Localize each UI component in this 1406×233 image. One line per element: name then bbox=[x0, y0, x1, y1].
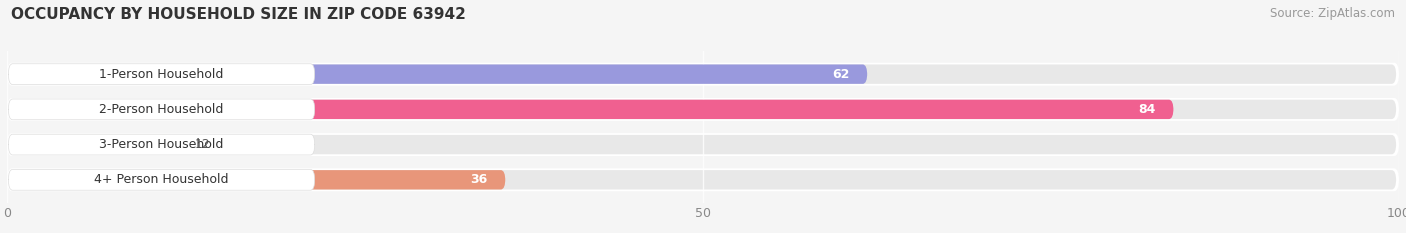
FancyBboxPatch shape bbox=[8, 99, 315, 120]
FancyBboxPatch shape bbox=[10, 170, 1396, 189]
Text: 3-Person Household: 3-Person Household bbox=[100, 138, 224, 151]
FancyBboxPatch shape bbox=[7, 168, 1399, 191]
FancyBboxPatch shape bbox=[10, 135, 1396, 154]
FancyBboxPatch shape bbox=[10, 100, 1174, 119]
Text: 62: 62 bbox=[832, 68, 849, 81]
FancyBboxPatch shape bbox=[10, 170, 505, 189]
FancyBboxPatch shape bbox=[8, 134, 315, 155]
Text: 84: 84 bbox=[1137, 103, 1156, 116]
FancyBboxPatch shape bbox=[10, 135, 172, 154]
FancyBboxPatch shape bbox=[7, 98, 1399, 121]
FancyBboxPatch shape bbox=[7, 63, 1399, 86]
FancyBboxPatch shape bbox=[8, 169, 315, 190]
FancyBboxPatch shape bbox=[10, 65, 868, 84]
FancyBboxPatch shape bbox=[10, 65, 1396, 84]
FancyBboxPatch shape bbox=[10, 100, 1396, 119]
FancyBboxPatch shape bbox=[7, 133, 1399, 156]
Text: OCCUPANCY BY HOUSEHOLD SIZE IN ZIP CODE 63942: OCCUPANCY BY HOUSEHOLD SIZE IN ZIP CODE … bbox=[11, 7, 467, 22]
FancyBboxPatch shape bbox=[8, 64, 315, 85]
Text: 4+ Person Household: 4+ Person Household bbox=[94, 173, 229, 186]
Text: 36: 36 bbox=[470, 173, 488, 186]
Text: 2-Person Household: 2-Person Household bbox=[100, 103, 224, 116]
Text: 12: 12 bbox=[195, 138, 211, 151]
Text: Source: ZipAtlas.com: Source: ZipAtlas.com bbox=[1270, 7, 1395, 20]
Text: 1-Person Household: 1-Person Household bbox=[100, 68, 224, 81]
